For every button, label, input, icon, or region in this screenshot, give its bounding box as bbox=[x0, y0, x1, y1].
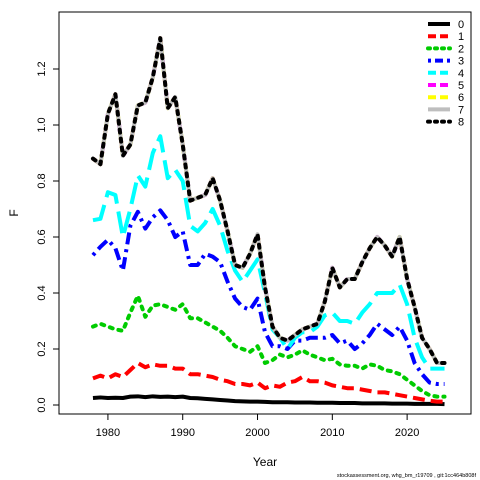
x-tick-label: 2010 bbox=[320, 427, 344, 439]
x-axis: 1980 1990 2000 2010 2020 bbox=[96, 414, 419, 439]
legend-label-0: 0 bbox=[458, 19, 464, 31]
y-tick-label: 0.4 bbox=[36, 285, 48, 300]
x-tick-label: 2020 bbox=[395, 427, 419, 439]
y-tick-label: 0.8 bbox=[36, 173, 48, 188]
legend-label-6: 6 bbox=[458, 92, 464, 104]
series-line-2 bbox=[90, 293, 447, 399]
legend-label-3: 3 bbox=[458, 56, 464, 68]
y-tick-label: 0.0 bbox=[36, 397, 48, 412]
footnote: stockassessment.org, whg_bm_r19709 , git… bbox=[337, 473, 477, 479]
legend-label-5: 5 bbox=[458, 80, 464, 92]
series-line-3 bbox=[91, 208, 445, 386]
legend-label-8: 8 bbox=[458, 117, 464, 129]
legend-label-7: 7 bbox=[458, 104, 464, 116]
legend-label-2: 2 bbox=[458, 43, 464, 55]
y-tick-label: 1.2 bbox=[36, 61, 48, 76]
y-axis: 0.0 0.2 0.4 0.6 0.8 1.0 1.2 bbox=[36, 61, 59, 413]
x-tick-label: 2000 bbox=[245, 427, 269, 439]
plot-frame bbox=[58, 11, 472, 415]
y-tick-label: 0.6 bbox=[36, 229, 48, 244]
y-tick-label: 1.0 bbox=[36, 117, 48, 132]
x-tick-label: 1980 bbox=[96, 427, 120, 439]
legend-label-1: 1 bbox=[458, 31, 464, 43]
x-tick-label: 1990 bbox=[170, 427, 194, 439]
legend-label-4: 4 bbox=[458, 68, 464, 80]
series-layer bbox=[90, 36, 447, 407]
y-axis-title: F bbox=[7, 209, 21, 216]
y-tick-label: 0.2 bbox=[36, 341, 48, 356]
series-line-0 bbox=[92, 394, 445, 407]
x-axis-title: Year bbox=[253, 455, 277, 469]
series-line-1 bbox=[92, 361, 445, 404]
series-line-8 bbox=[90, 36, 447, 365]
